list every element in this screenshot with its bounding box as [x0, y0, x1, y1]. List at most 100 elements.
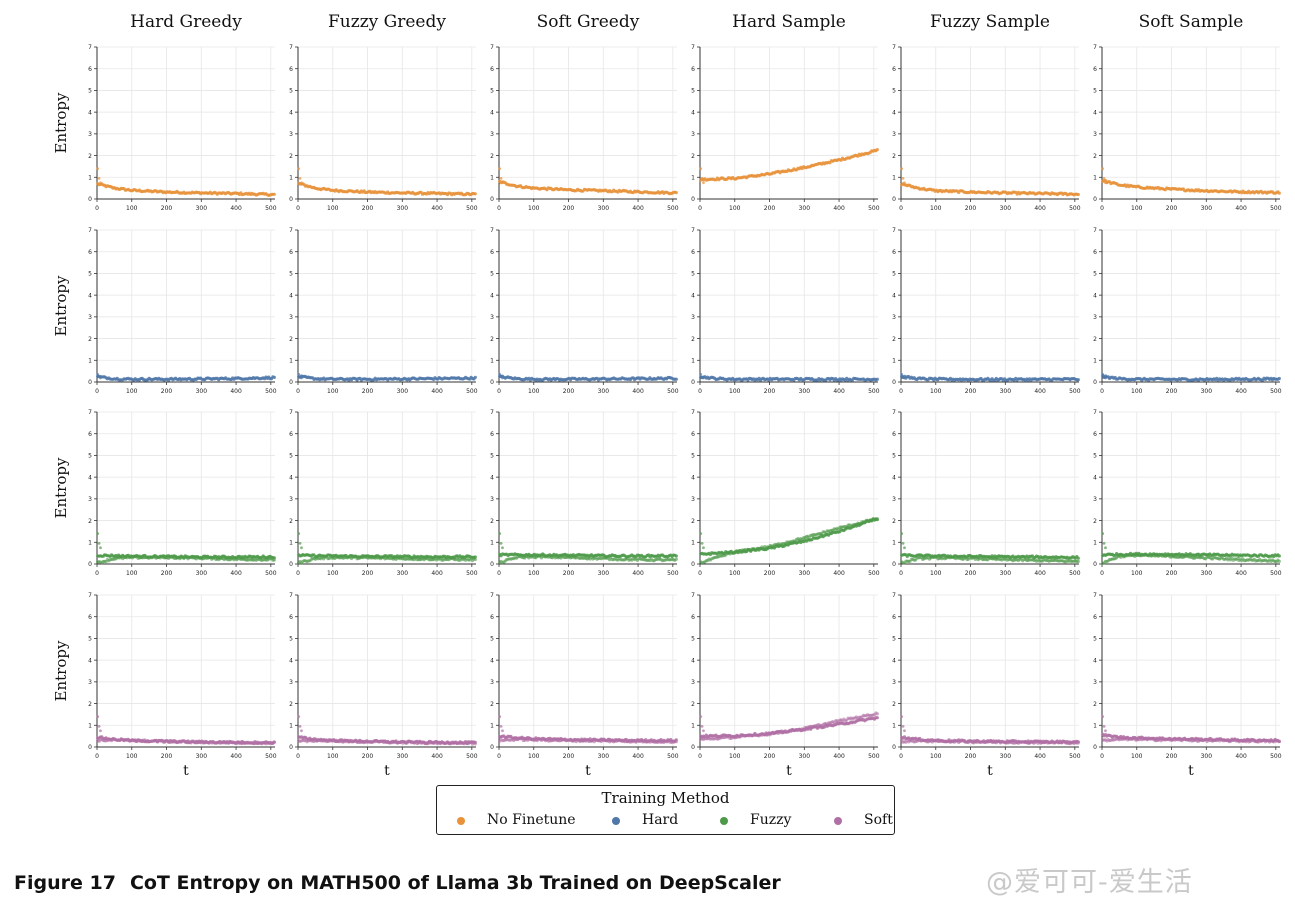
y-tick-label: 7	[490, 592, 494, 599]
x-tick-label: 100	[528, 205, 540, 212]
y-tick-label: 1	[691, 174, 695, 181]
data-point	[300, 376, 303, 380]
x-tick-label: 400	[431, 753, 443, 760]
data-point	[501, 546, 504, 550]
x-tick-label: 0	[1100, 205, 1104, 212]
x-tick-label: 200	[161, 753, 173, 760]
y-tick-label: 0	[691, 379, 695, 386]
panel-soft-hard-greedy: 0 1 2 3 4 5 6 7 0 100 200 300 400 500 t	[88, 592, 277, 779]
data-point	[900, 167, 904, 171]
y-tick-label: 3	[691, 496, 695, 503]
x-tick-label: 400	[230, 753, 242, 760]
data-point	[875, 377, 879, 381]
y-tick-label: 3	[490, 131, 494, 138]
y-tick-label: 7	[691, 44, 695, 51]
x-tick-label: 300	[397, 388, 409, 395]
y-tick-label: 3	[490, 314, 494, 321]
row-ylabel-fuzzy: Entropy	[52, 457, 70, 518]
x-tick-label: 500	[1069, 388, 1081, 395]
data-point	[473, 557, 477, 562]
x-tick-label: 400	[1235, 570, 1247, 577]
y-tick-label: 4	[88, 109, 92, 116]
y-tick-label: 2	[289, 336, 293, 343]
y-tick-label: 6	[691, 249, 695, 256]
x-tick-label: 100	[327, 205, 339, 212]
y-tick-label: 3	[289, 314, 293, 321]
y-tick-label: 0	[289, 561, 293, 568]
x-tick-label: 200	[965, 205, 977, 212]
y-tick-label: 3	[88, 496, 92, 503]
data-point	[297, 532, 301, 535]
data-point	[875, 517, 879, 521]
panel-no-finetune-fuzzy-greedy: 0 1 2 3 4 5 6 7 0 100 200 300 400 500	[289, 44, 478, 212]
y-tick-label: 1	[1093, 174, 1097, 181]
y-tick-label: 7	[1093, 44, 1097, 51]
x-tick-label: 300	[799, 570, 811, 577]
data-point	[272, 558, 276, 562]
panel-no-finetune-hard-greedy: 0 1 2 3 4 5 6 7 0 100 200 300 400 500	[88, 44, 277, 212]
data-point	[702, 546, 705, 550]
x-tick-label: 500	[667, 570, 679, 577]
y-tick-label: 2	[1093, 518, 1097, 525]
data-point	[297, 373, 301, 376]
x-tick-label: 0	[95, 753, 99, 760]
y-tick-label: 7	[490, 227, 494, 234]
x-tick-label: 100	[729, 753, 741, 760]
y-tick-label: 4	[289, 292, 293, 299]
y-tick-label: 4	[289, 474, 293, 481]
x-tick-label: 400	[632, 570, 644, 577]
y-tick-label: 2	[490, 153, 494, 160]
x-tick-label: 100	[528, 388, 540, 395]
y-tick-label: 0	[892, 196, 896, 203]
y-tick-label: 5	[892, 453, 896, 460]
x-tick-label: 300	[1000, 570, 1012, 577]
y-tick-label: 1	[490, 174, 494, 181]
y-tick-label: 6	[892, 66, 896, 73]
x-tick-label: 200	[362, 388, 374, 395]
data-point	[272, 192, 276, 196]
x-tick-label: 500	[667, 205, 679, 212]
x-tick-label: 0	[95, 570, 99, 577]
x-tick-label: 200	[764, 205, 776, 212]
x-tick-label: 200	[1166, 570, 1178, 577]
data-point	[498, 167, 502, 171]
data-point	[700, 541, 704, 545]
y-tick-label: 0	[289, 379, 293, 386]
x-tick-label: 400	[632, 753, 644, 760]
y-tick-label: 2	[1093, 153, 1097, 160]
x-tick-label: 300	[1201, 570, 1213, 577]
y-tick-label: 3	[88, 314, 92, 321]
data-point	[702, 376, 705, 380]
panel-hard-hard-greedy: 0 1 2 3 4 5 6 7 0 100 200 300 400 500	[88, 227, 277, 395]
data-point	[1076, 556, 1080, 560]
data-point	[473, 742, 477, 746]
y-tick-label: 7	[892, 227, 896, 234]
y-tick-label: 1	[1093, 357, 1097, 364]
y-tick-label: 6	[892, 249, 896, 256]
series-fuzzy-0	[96, 532, 276, 560]
y-tick-label: 2	[691, 518, 695, 525]
y-tick-label: 7	[691, 227, 695, 234]
y-tick-label: 7	[691, 409, 695, 416]
y-tick-label: 7	[88, 592, 92, 599]
y-tick-label: 3	[691, 131, 695, 138]
data-point	[300, 181, 303, 185]
x-tick-label: 300	[397, 570, 409, 577]
y-tick-label: 2	[88, 153, 92, 160]
y-tick-label: 4	[88, 657, 92, 664]
data-point	[1104, 546, 1107, 550]
panel-hard-soft-greedy: 0 1 2 3 4 5 6 7 0 100 200 300 400 500	[490, 227, 679, 395]
y-tick-label: 1	[892, 357, 896, 364]
data-point	[97, 541, 101, 545]
panel-soft-fuzzy-greedy: 0 1 2 3 4 5 6 7 0 100 200 300 400 500 t	[289, 592, 478, 779]
x-tick-label: 500	[868, 388, 880, 395]
y-tick-label: 0	[1093, 561, 1097, 568]
series-no-finetune-0	[699, 148, 879, 185]
x-tick-label: 400	[632, 205, 644, 212]
y-tick-label: 3	[88, 679, 92, 686]
data-point	[1277, 376, 1281, 381]
x-tick-label: 300	[598, 570, 610, 577]
x-tick-label: 100	[729, 570, 741, 577]
x-tick-label: 100	[126, 205, 138, 212]
x-tick-label: 100	[729, 205, 741, 212]
